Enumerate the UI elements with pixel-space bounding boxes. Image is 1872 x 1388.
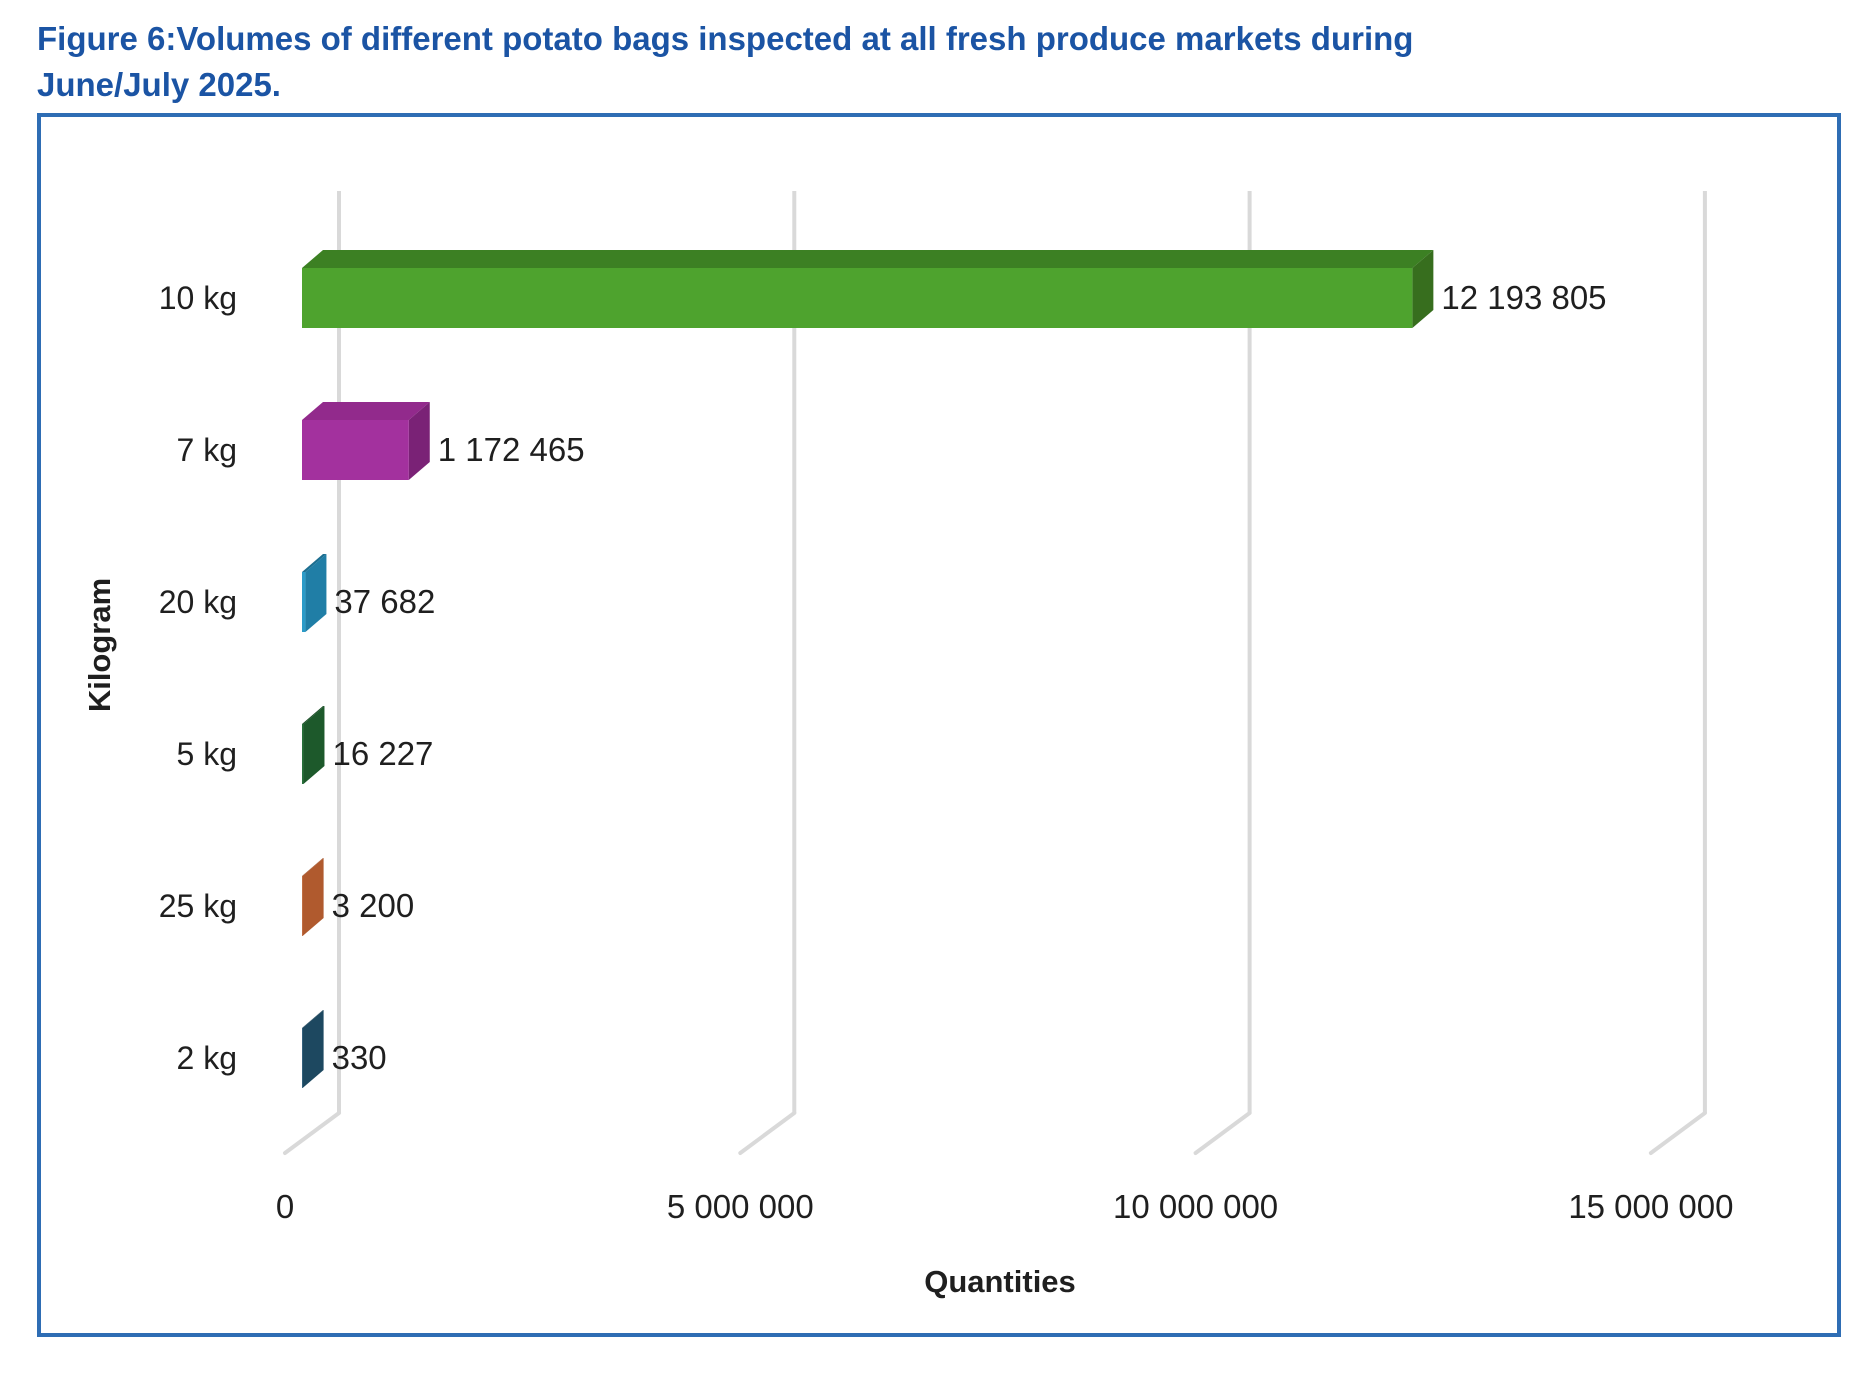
bar-25-kg-value-label: 3 200: [332, 887, 415, 924]
category-label-10kg: 10 kg: [158, 280, 237, 316]
category-label-2kg: 2 kg: [176, 1040, 237, 1076]
category-label-5kg: 5 kg: [176, 736, 237, 772]
bar-2-kg-side-face: [302, 1010, 324, 1088]
x-tick-label-0: 0: [276, 1188, 294, 1225]
bar-10-kg-value-label: 12 193 805: [1441, 279, 1606, 316]
bar-25-kg-top-face: [302, 858, 324, 876]
bar-20-kg-top-face: [302, 554, 327, 572]
x-axis-title: Quantities: [924, 1264, 1076, 1299]
bar-25-kg-side-face: [302, 858, 324, 936]
bar-20-kg-front-face: [302, 572, 306, 632]
gridline-foot-0: [283, 1111, 341, 1155]
bar-5-kg-value-label: 16 227: [332, 735, 433, 772]
gridline-foot-5000000: [738, 1111, 797, 1155]
figure-title: Figure 6:Volumes of different potato bag…: [37, 16, 1737, 108]
bar-10-kg-top-face: [302, 250, 1434, 268]
figure-title-line2: June/July 2025.: [37, 66, 281, 104]
bar-20-kg-value-label: 37 682: [334, 583, 435, 620]
x-tick-label-3: 15 000 000: [1568, 1188, 1733, 1225]
bar-2-kg-top-face: [302, 1010, 324, 1028]
bar-7-kg-front-face: [302, 420, 409, 480]
category-label-20kg: 20 kg: [158, 584, 237, 620]
bar-5-kg-top-face: [302, 706, 325, 724]
x-tick-label-2: 10 000 000: [1113, 1188, 1278, 1225]
gridline-foot-15000000: [1648, 1111, 1707, 1155]
bar-7-kg-side-face: [408, 402, 430, 480]
bar-5-kg-side-face: [303, 706, 325, 784]
gridline-foot-10000000: [1193, 1111, 1252, 1155]
bar-2-kg-front-face: [302, 1028, 303, 1088]
bar-2-kg-value-label: 330: [332, 1039, 387, 1076]
figure-title-line1: Figure 6:Volumes of different potato bag…: [37, 20, 1414, 57]
category-label-25kg: 25 kg: [158, 888, 237, 924]
bar-10-kg-side-face: [1412, 250, 1434, 328]
bar-10-kg-front-face: [302, 268, 1413, 328]
bar-7-kg-value-label: 1 172 465: [438, 431, 585, 468]
bar-7-kg-top-face: [302, 402, 430, 420]
bar-5-kg-front-face: [302, 724, 304, 784]
x-tick-label-1: 5 000 000: [667, 1188, 814, 1225]
bar-20-kg-side-face: [305, 554, 327, 632]
bar-25-kg-front-face: [302, 876, 303, 936]
category-label-7kg: 7 kg: [176, 432, 237, 468]
